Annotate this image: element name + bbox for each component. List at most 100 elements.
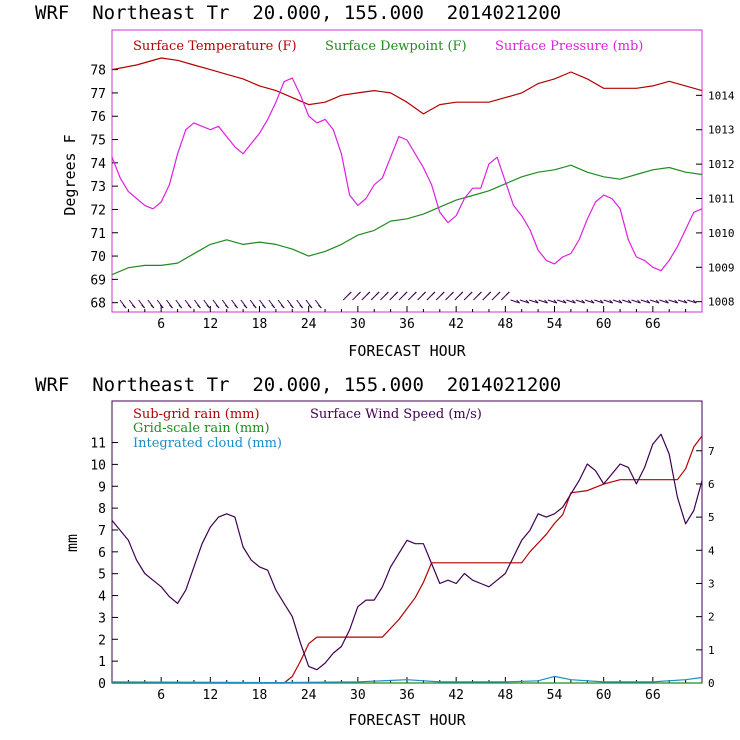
wind-barb-flag <box>280 304 285 309</box>
x-tick-label: 54 <box>547 317 563 332</box>
chart-2-series <box>111 433 703 684</box>
wind-barb-flag <box>224 304 229 309</box>
chart-2-x-ticks: 6 12 18 24 30 36 42 48 54 60 66 <box>127 677 687 703</box>
x-tick-label: 66 <box>645 688 661 703</box>
y-tick-label: 75 <box>90 134 106 149</box>
wind-barb <box>677 299 688 304</box>
wind-barb <box>649 299 660 304</box>
wind-barb-flag <box>197 304 201 309</box>
wind-barb <box>547 299 557 304</box>
x-tick-label: 12 <box>203 317 219 332</box>
chart-1-x-axis-label: FORECAST HOUR <box>348 342 466 360</box>
wind-barb-flag <box>317 304 322 309</box>
wind-barb <box>659 299 669 304</box>
wind-barb <box>612 299 623 304</box>
wind-barb <box>594 299 604 304</box>
legend-surface-dewpoint: Surface Dewpoint (F) <box>325 39 467 54</box>
precipitation-wind-chart: WRF Northeast Tr 20.000, 155.000 2014021… <box>35 374 715 729</box>
x-tick-label: 30 <box>350 317 366 332</box>
wind-barb-flag <box>627 299 632 304</box>
sub-grid-rain-line <box>112 435 703 684</box>
surface-wind-speed-line <box>111 433 703 671</box>
x-tick-label: 60 <box>596 688 612 703</box>
x-tick-label: 12 <box>203 688 219 703</box>
wind-barb-flag <box>366 291 371 296</box>
legend-integrated-cloud: Integrated cloud (mm) <box>133 436 282 451</box>
chart-1-series <box>111 57 703 276</box>
wind-barb-flag <box>590 299 595 304</box>
y2-tick-label: 1 <box>708 644 715 657</box>
y-tick-label: 69 <box>90 273 106 288</box>
x-tick-label: 66 <box>645 317 661 332</box>
wind-barb <box>603 299 613 304</box>
y-tick-label: 5 <box>98 568 106 583</box>
y2-tick-label: 2 <box>708 611 715 624</box>
wind-barb-flag <box>496 291 501 296</box>
integrated-cloud-line <box>111 675 703 684</box>
y-tick-label: 73 <box>90 180 106 195</box>
y2-tick-label: 0 <box>708 677 715 690</box>
x-tick-label: 36 <box>399 317 415 332</box>
wind-barbs <box>119 291 697 309</box>
wind-barb-flag <box>234 304 238 309</box>
y-tick-label: 74 <box>90 157 106 172</box>
y2-tick-label: 1012 <box>708 158 735 171</box>
wind-barb-flag <box>385 291 389 296</box>
wind-barb-flag <box>505 291 510 296</box>
wind-barb <box>538 299 548 304</box>
x-tick-label: 18 <box>252 688 268 703</box>
legend-surface-pressure: Surface Pressure (mb) <box>495 39 643 54</box>
y2-tick-label: 4 <box>708 544 715 557</box>
x-tick-label: 54 <box>547 688 563 703</box>
wind-barb-flag <box>692 299 697 304</box>
chart-2-x-axis-label: FORECAST HOUR <box>348 711 466 729</box>
wind-barb <box>519 299 530 304</box>
wind-barb-flag <box>683 299 688 304</box>
y2-tick-label: 1008 <box>708 296 735 309</box>
wind-barb <box>566 299 576 304</box>
wind-barb-flag <box>262 304 266 309</box>
y-tick-label: 1 <box>98 655 106 670</box>
y2-tick-label: 1014 <box>708 89 735 102</box>
y-tick-label: 72 <box>90 203 106 218</box>
chart-1-x-ticks: 6 12 18 24 30 36 42 48 54 60 66 <box>127 306 687 332</box>
wind-barb-flag <box>599 299 604 304</box>
wind-barb-flag <box>637 299 641 304</box>
wind-barb-flag <box>403 291 408 296</box>
chart-1-title: WRF Northeast Tr 20.000, 155.000 2014021… <box>35 2 561 24</box>
wind-barb-flag <box>187 304 192 309</box>
wind-barb-flag <box>290 304 294 309</box>
x-tick-label: 24 <box>301 317 317 332</box>
wind-barb-flag <box>299 304 304 309</box>
wind-barb-flag <box>308 304 313 309</box>
y-tick-label: 76 <box>90 110 106 125</box>
x-tick-label: 6 <box>157 688 165 703</box>
wind-barb-flag <box>131 304 136 309</box>
wind-barb <box>529 299 539 304</box>
y-tick-label: 77 <box>90 87 106 102</box>
wind-barb-flag <box>122 304 127 309</box>
chart-2-y-ticks-right: 0 1 2 3 4 5 6 7 <box>696 445 715 690</box>
wind-barb-flag <box>655 299 660 304</box>
chart-2-y-axis-label: mm <box>63 534 81 552</box>
wind-barb-flag <box>459 291 464 296</box>
y2-tick-label: 7 <box>708 445 715 458</box>
y-tick-label: 10 <box>90 458 106 473</box>
y2-tick-label: 1013 <box>708 124 735 137</box>
legend-surface-wind-speed: Surface Wind Speed (m/s) <box>310 407 482 422</box>
wind-barb <box>584 299 595 304</box>
wind-barb-flag <box>534 299 539 304</box>
chart-1-y-ticks-left: 68 69 70 71 72 73 74 75 76 77 78 <box>90 64 118 312</box>
legend-grid-scale-rain: Grid-scale rain (mm) <box>133 421 270 436</box>
y-tick-label: 0 <box>98 677 106 692</box>
wind-barb-flag <box>618 299 623 304</box>
x-tick-label: 36 <box>399 688 415 703</box>
y-tick-label: 3 <box>98 611 106 626</box>
y-tick-label: 78 <box>90 64 106 79</box>
y2-tick-label: 5 <box>708 511 715 524</box>
x-tick-label: 24 <box>301 688 317 703</box>
wind-barb-flag <box>412 291 417 296</box>
wind-barb <box>640 299 650 304</box>
wind-barb-flag <box>178 304 183 309</box>
